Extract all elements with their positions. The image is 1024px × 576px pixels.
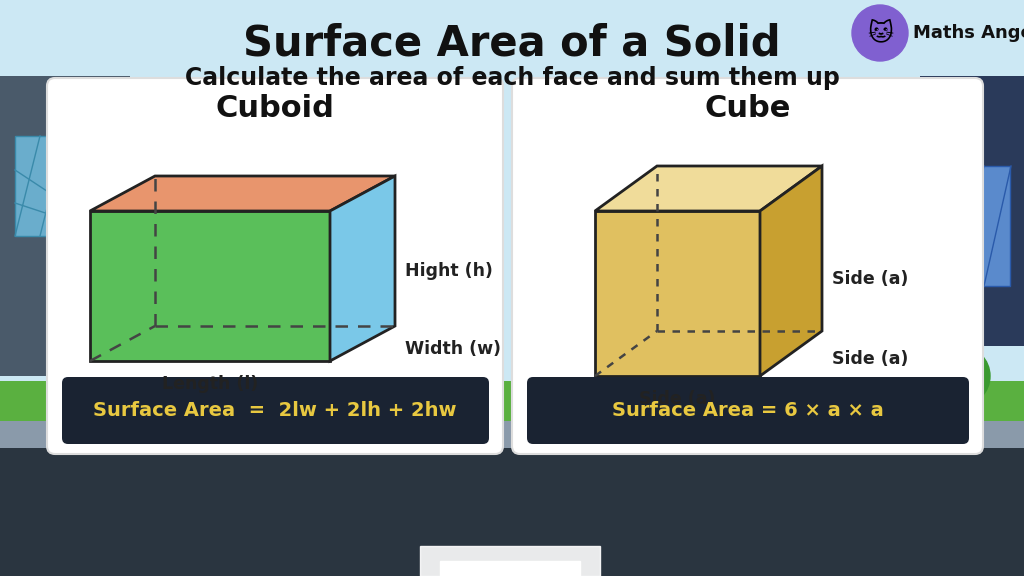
Polygon shape (0, 381, 1024, 421)
FancyBboxPatch shape (930, 166, 1010, 286)
Text: 🐱: 🐱 (867, 21, 893, 45)
Text: Maths Angel: Maths Angel (913, 24, 1024, 42)
Text: Length (l): Length (l) (162, 375, 258, 393)
Polygon shape (90, 211, 330, 361)
Text: Side (a): Side (a) (831, 350, 908, 368)
FancyBboxPatch shape (62, 377, 489, 444)
Text: Width (w): Width (w) (406, 340, 501, 358)
Text: Hight (h): Hight (h) (406, 262, 493, 280)
Text: Side (a): Side (a) (831, 270, 908, 288)
Polygon shape (0, 418, 1024, 448)
Circle shape (852, 5, 908, 61)
Polygon shape (90, 176, 395, 211)
Polygon shape (760, 166, 822, 376)
Polygon shape (0, 76, 130, 376)
FancyBboxPatch shape (15, 136, 115, 236)
Polygon shape (920, 76, 1024, 346)
Text: Calculate the area of each face and sum them up: Calculate the area of each face and sum … (184, 66, 840, 90)
Polygon shape (420, 546, 600, 576)
FancyBboxPatch shape (47, 78, 503, 454)
Text: Surface Area of a Solid: Surface Area of a Solid (243, 23, 781, 65)
Polygon shape (595, 166, 822, 211)
Text: Cuboid: Cuboid (216, 94, 335, 123)
Text: Surface Area  =  2lw + 2lh + 2hw: Surface Area = 2lw + 2lh + 2hw (93, 401, 457, 420)
Circle shape (930, 346, 990, 406)
Text: Surface Area = 6 × a × a: Surface Area = 6 × a × a (612, 401, 884, 420)
Polygon shape (330, 176, 395, 361)
FancyBboxPatch shape (527, 377, 969, 444)
FancyBboxPatch shape (512, 78, 983, 454)
Polygon shape (595, 211, 760, 376)
Text: Cube: Cube (705, 94, 792, 123)
Text: Side (a): Side (a) (639, 390, 715, 408)
Polygon shape (0, 446, 1024, 576)
Polygon shape (955, 391, 965, 416)
Polygon shape (440, 561, 580, 576)
